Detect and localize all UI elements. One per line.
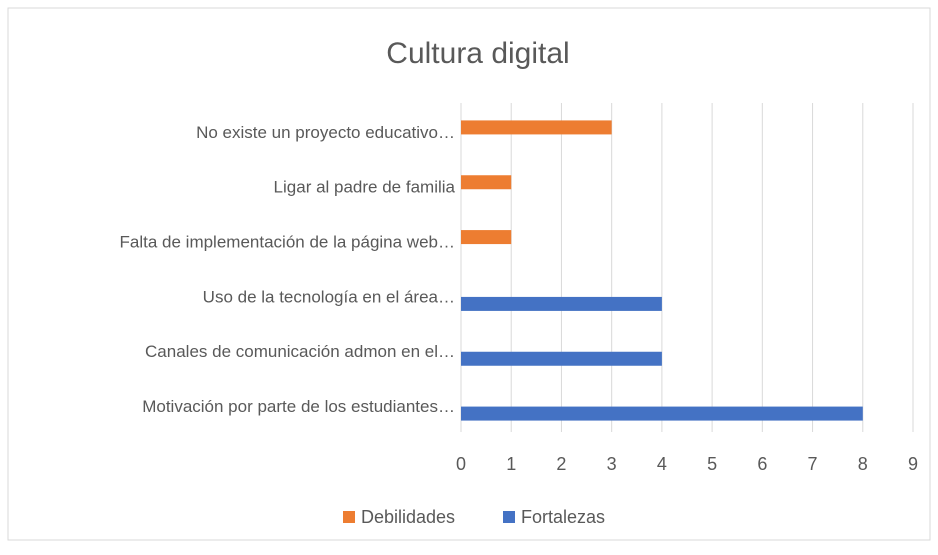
y-tick-label: Falta de implementación de la página web… [120,233,455,252]
bar [461,406,863,421]
x-tick-label: 4 [657,454,667,474]
x-tick-label: 3 [607,454,617,474]
chart-title: Cultura digital [386,37,569,70]
x-tick-label: 6 [757,454,767,474]
legend-swatch [343,511,355,523]
x-tick-label: 2 [556,454,566,474]
x-tick-label: 9 [908,454,918,474]
bar [461,175,512,190]
bar [461,120,612,135]
x-tick-label: 1 [506,454,516,474]
chart-frame [7,7,931,541]
y-tick-label: Motivación por parte de los estudiantes… [142,397,455,416]
y-tick-label: Uso de la tecnología en el área… [203,287,455,306]
x-tick-label: 8 [858,454,868,474]
y-tick-label: No existe un proyecto educativo… [196,123,455,142]
bar [461,230,512,245]
bar [461,351,662,366]
legend-label: Debilidades [361,507,455,527]
y-tick-label: Canales de comunicación admon en el… [145,342,455,361]
legend-label: Fortalezas [521,507,605,527]
bar [461,296,662,311]
x-tick-label: 5 [707,454,717,474]
y-tick-label: Ligar al padre de familia [274,178,456,197]
x-tick-label: 7 [808,454,818,474]
legend-swatch [503,511,515,523]
x-tick-label: 0 [456,454,466,474]
